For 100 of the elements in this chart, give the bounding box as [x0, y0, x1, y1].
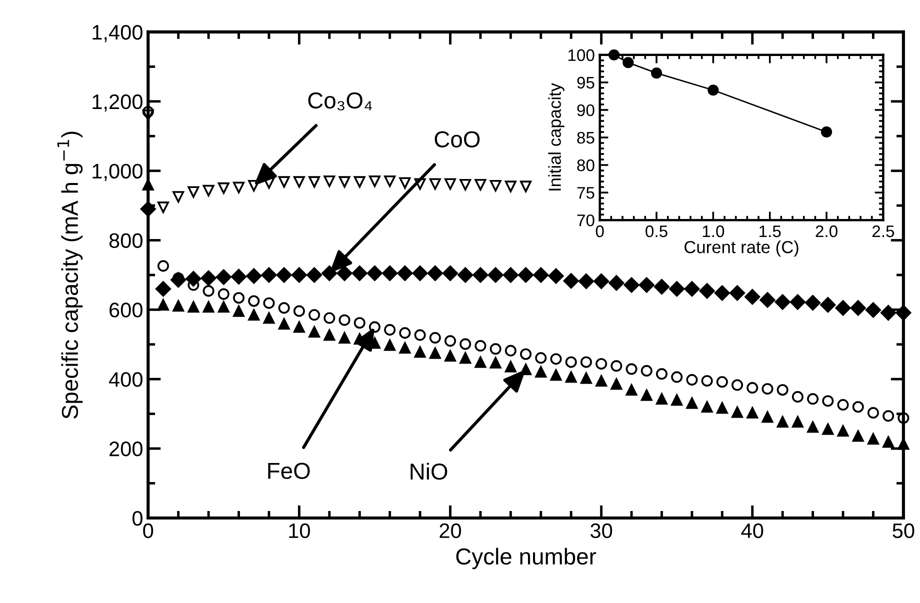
- annotation: NiO: [410, 462, 448, 480]
- point: [565, 356, 577, 368]
- point: [898, 412, 910, 424]
- point: [278, 302, 290, 314]
- point: [276, 267, 292, 283]
- point: [429, 178, 441, 190]
- point: [699, 283, 715, 299]
- y-tick-label: 200: [110, 442, 142, 456]
- point: [776, 416, 788, 428]
- point: [444, 350, 456, 362]
- y-tick-label: 600: [110, 302, 142, 318]
- point: [429, 332, 441, 344]
- y-tick-label: 400: [108, 372, 142, 387]
- point: [278, 318, 290, 330]
- point: [414, 178, 426, 190]
- point: [324, 329, 336, 341]
- point: [882, 410, 894, 422]
- point: [460, 178, 472, 190]
- point: [729, 285, 746, 301]
- point: [474, 356, 486, 368]
- point: [232, 292, 245, 304]
- point: [792, 391, 804, 403]
- point: [535, 352, 547, 364]
- y-tick-label: 0: [132, 510, 142, 526]
- y-tick-label: 95: [577, 76, 594, 89]
- point: [140, 201, 156, 217]
- point: [533, 267, 549, 283]
- point: [714, 285, 730, 301]
- point: [820, 297, 836, 313]
- point: [157, 202, 169, 214]
- point: [865, 302, 882, 318]
- point: [490, 357, 502, 369]
- point: [822, 395, 834, 407]
- point: [172, 300, 184, 312]
- point: [640, 389, 652, 401]
- point: [399, 327, 411, 339]
- point: [293, 321, 305, 333]
- point: [520, 348, 532, 360]
- y-tick-label: 1,200: [92, 94, 142, 112]
- point: [776, 384, 788, 396]
- x-axis-title: Curent rate (C): [684, 240, 798, 257]
- point: [701, 375, 713, 387]
- point: [444, 335, 456, 347]
- point: [324, 175, 336, 187]
- point: [610, 378, 622, 390]
- x-tick-label: 10: [289, 523, 310, 538]
- point: [368, 175, 380, 187]
- point: [520, 180, 532, 192]
- point: [293, 305, 305, 317]
- point: [278, 176, 290, 188]
- point: [654, 278, 670, 295]
- point: [352, 265, 368, 282]
- point: [867, 433, 879, 445]
- point: [792, 416, 804, 428]
- point: [232, 182, 245, 194]
- point: [535, 366, 547, 378]
- point: [548, 268, 564, 284]
- point: [624, 277, 640, 293]
- y-tick-label: 75: [577, 187, 594, 199]
- point: [502, 267, 518, 283]
- y-tick-label: 80: [577, 159, 594, 172]
- point: [384, 339, 396, 351]
- point: [820, 126, 832, 138]
- point: [354, 176, 366, 188]
- point: [835, 300, 851, 316]
- y-axis-title: Initial capacity: [548, 82, 564, 190]
- point: [490, 343, 502, 355]
- point: [640, 365, 652, 377]
- point: [701, 401, 713, 413]
- point: [822, 423, 834, 435]
- point: [732, 379, 744, 391]
- x-tick-label: 0: [596, 225, 604, 238]
- x-tick-label: 2.0: [816, 225, 838, 238]
- point: [504, 360, 516, 372]
- point: [732, 406, 744, 418]
- point: [308, 326, 320, 338]
- point: [580, 356, 592, 368]
- point: [608, 49, 620, 60]
- point: [202, 301, 214, 313]
- point: [263, 177, 275, 189]
- point: [790, 294, 806, 310]
- x-tick-label: 40: [741, 523, 764, 538]
- point: [671, 394, 683, 406]
- point: [608, 275, 624, 291]
- point: [368, 321, 380, 333]
- point: [708, 84, 719, 96]
- point: [896, 305, 912, 321]
- y-tick-label: 100: [568, 49, 594, 62]
- point: [324, 312, 336, 324]
- point: [852, 401, 864, 413]
- point: [442, 265, 458, 282]
- point: [458, 267, 474, 283]
- point: [188, 186, 200, 198]
- point: [384, 175, 396, 187]
- point: [460, 338, 472, 350]
- point: [397, 265, 413, 282]
- y-tick-label: 70: [577, 214, 594, 226]
- point: [157, 260, 169, 272]
- point: [232, 305, 245, 317]
- point: [610, 360, 622, 372]
